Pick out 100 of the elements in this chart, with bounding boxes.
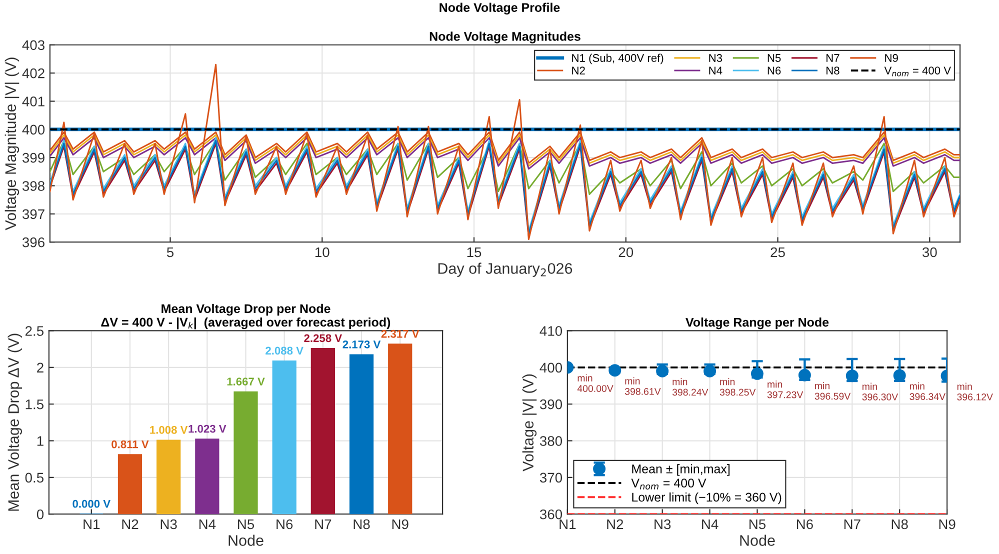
y-tick-label: 1 bbox=[37, 436, 44, 446]
y-tick-label: 396 bbox=[22, 237, 44, 248]
legend-label: N4 bbox=[709, 66, 722, 74]
legend-label: Lower limit (−10% = 360 V) bbox=[632, 492, 782, 504]
y-axis-title: Mean Voltage Drop ΔV (V) bbox=[8, 334, 22, 511]
bar bbox=[310, 348, 335, 514]
x-tick-label: N9 bbox=[939, 519, 956, 530]
legend-label: N2 bbox=[572, 66, 585, 74]
legend-label: N7 bbox=[826, 54, 840, 62]
y-tick-label: 2.5 bbox=[25, 326, 44, 336]
y-tick-label: 399 bbox=[22, 152, 44, 163]
y-tick-label: 360 bbox=[540, 509, 562, 520]
x-tick-label: N5 bbox=[238, 519, 254, 530]
x-tick-label: N6 bbox=[276, 519, 293, 530]
chart-title: Voltage Range per Node bbox=[686, 318, 829, 330]
legend-label: N8 bbox=[826, 66, 840, 75]
chart-title: Mean Voltage Drop per Node ΔV = 400 V - |V$_{k}$| (averaged over forecast period) bbox=[101, 304, 390, 330]
data-label: 1.008 V bbox=[150, 426, 188, 434]
data-label: 2.317 V bbox=[381, 330, 420, 338]
y-tick-label: 403 bbox=[22, 40, 44, 50]
y-tick-label: 0.5 bbox=[25, 472, 44, 483]
y-tick-label: 380 bbox=[540, 436, 562, 446]
chart-title: Node Voltage Magnitudes bbox=[430, 32, 580, 44]
line-series bbox=[50, 140, 960, 195]
bar bbox=[195, 438, 220, 514]
bar bbox=[388, 344, 412, 514]
x-tick-label: N3 bbox=[160, 519, 177, 530]
bar bbox=[118, 454, 142, 514]
y-tick-label: 400 bbox=[22, 124, 45, 135]
x-tick-label: 5 bbox=[166, 247, 174, 258]
legend-label: V$_{nom}$ = 400 V bbox=[884, 66, 951, 76]
legend-label: N5 bbox=[768, 54, 781, 62]
annotation: min 396.12V bbox=[957, 382, 993, 400]
annotation: min 396.59V bbox=[814, 382, 851, 400]
x-tick-label: 15 bbox=[467, 247, 482, 258]
y-tick-label: 410 bbox=[540, 326, 562, 336]
bar bbox=[272, 360, 296, 514]
y-tick-label: 0 bbox=[36, 509, 44, 520]
x-axis-title: Node bbox=[228, 534, 264, 546]
x-tick-label: N8 bbox=[892, 519, 908, 530]
x-tick-label: N8 bbox=[354, 519, 370, 530]
data-label: 1.023 V bbox=[188, 424, 226, 433]
data-label: 2.258 V bbox=[304, 334, 342, 342]
x-tick-label: 10 bbox=[315, 247, 330, 258]
x-tick-label: N5 bbox=[750, 519, 766, 530]
x-tick-label: N7 bbox=[315, 519, 332, 530]
y-tick-label: 398 bbox=[22, 181, 44, 191]
point bbox=[608, 364, 622, 377]
x-axis-title: Day of January$_{2}$026 bbox=[438, 262, 572, 277]
annotation: min 396.34V bbox=[910, 382, 946, 400]
x-axis-title: Node bbox=[740, 534, 775, 546]
bar bbox=[156, 440, 181, 514]
data-label: 0.000 V bbox=[72, 500, 110, 508]
y-tick-label: 401 bbox=[22, 96, 44, 106]
data-label: 2.173 V bbox=[342, 340, 381, 348]
x-tick-label: N1 bbox=[560, 519, 576, 530]
bar bbox=[349, 354, 374, 514]
legend-label: N1 (Sub, 400V ref) bbox=[572, 54, 664, 64]
annotation: min 397.23V bbox=[767, 380, 804, 398]
x-tick-label: N9 bbox=[392, 519, 408, 530]
x-tick-label: N4 bbox=[702, 519, 718, 530]
legend-label: N9 bbox=[885, 54, 898, 62]
y-tick-label: 370 bbox=[540, 472, 562, 483]
x-tick-label: 30 bbox=[922, 247, 937, 258]
annotation: min 398.25V bbox=[720, 378, 756, 396]
y-tick-label: 1.5 bbox=[26, 400, 44, 410]
point bbox=[704, 364, 716, 378]
data-label: 2.088 V bbox=[266, 346, 304, 355]
x-tick-label: N7 bbox=[844, 519, 860, 530]
point bbox=[750, 367, 764, 380]
y-tick-label: 400 bbox=[540, 362, 562, 373]
y-axis-title: Voltage |V| (V) bbox=[522, 374, 537, 472]
bar bbox=[234, 391, 258, 514]
x-tick-label: N4 bbox=[199, 519, 216, 530]
x-tick-label: N3 bbox=[654, 519, 671, 530]
legend-label: V$_{nom}$ = 400 V bbox=[631, 478, 706, 490]
x-tick-label: 25 bbox=[770, 247, 785, 258]
annotation: min 398.61V bbox=[624, 377, 661, 395]
x-tick-label: N6 bbox=[796, 519, 813, 530]
x-tick-label: N1 bbox=[84, 519, 100, 530]
y-axis-title: Voltage Magnitude |V| (V) bbox=[4, 58, 20, 230]
legend-label: N3 bbox=[709, 54, 722, 62]
annotation: min 400.00V bbox=[577, 374, 614, 392]
line-series bbox=[50, 64, 960, 240]
y-tick-label: 390 bbox=[540, 399, 562, 410]
x-tick-label: N2 bbox=[122, 519, 138, 530]
y-tick-label: 397 bbox=[22, 209, 44, 220]
data-label: 0.811 V bbox=[112, 440, 149, 448]
annotation: min 396.30V bbox=[862, 382, 898, 400]
legend-label: N6 bbox=[768, 66, 781, 75]
y-tick-label: 2 bbox=[37, 362, 44, 372]
x-tick-label: N2 bbox=[607, 519, 624, 530]
point bbox=[798, 368, 811, 382]
y-tick-label: 402 bbox=[22, 68, 44, 78]
legend-label: Mean ± [min,max] bbox=[632, 464, 730, 476]
annotation: min 398.24V bbox=[672, 378, 708, 396]
data-label: 1.667 V bbox=[227, 378, 265, 386]
point bbox=[846, 370, 858, 382]
x-tick-label: 20 bbox=[618, 247, 634, 258]
text: Node Voltage Profile bbox=[440, 2, 560, 14]
